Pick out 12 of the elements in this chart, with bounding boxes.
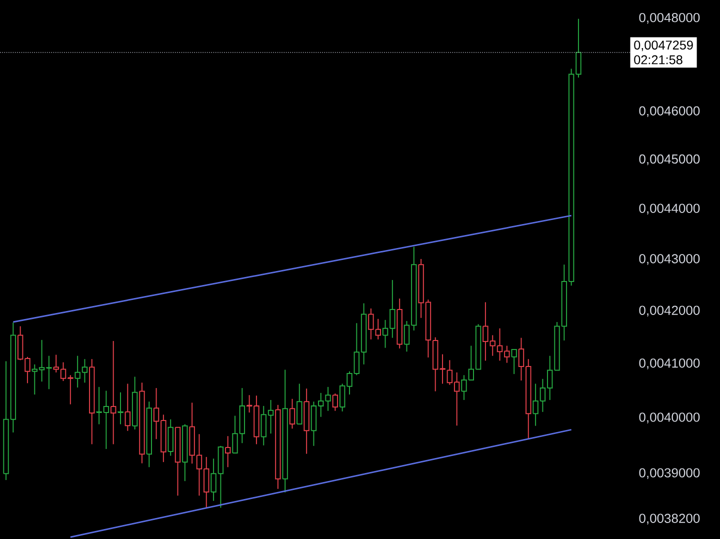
y-tick-label: 0,0044000	[639, 204, 700, 214]
y-tick-label: 0,0042000	[639, 306, 700, 316]
y-tick-label: 0,0048000	[639, 12, 700, 24]
text: 02:21:58	[634, 55, 682, 64]
y-tick-label: 0,0039000	[639, 468, 700, 479]
y-tick-label: 0,0046000	[639, 106, 700, 118]
y-tick-label: 0,0041000	[639, 358, 700, 370]
y-tick-label: 0,0043000	[639, 254, 700, 265]
ref-line-label: 0,0047259	[634, 40, 693, 52]
y-tick-label: 0,0045000	[639, 154, 700, 166]
y-tick-label: 0,0038200	[639, 514, 700, 525]
y-tick-label: 0,0040000	[639, 412, 700, 424]
